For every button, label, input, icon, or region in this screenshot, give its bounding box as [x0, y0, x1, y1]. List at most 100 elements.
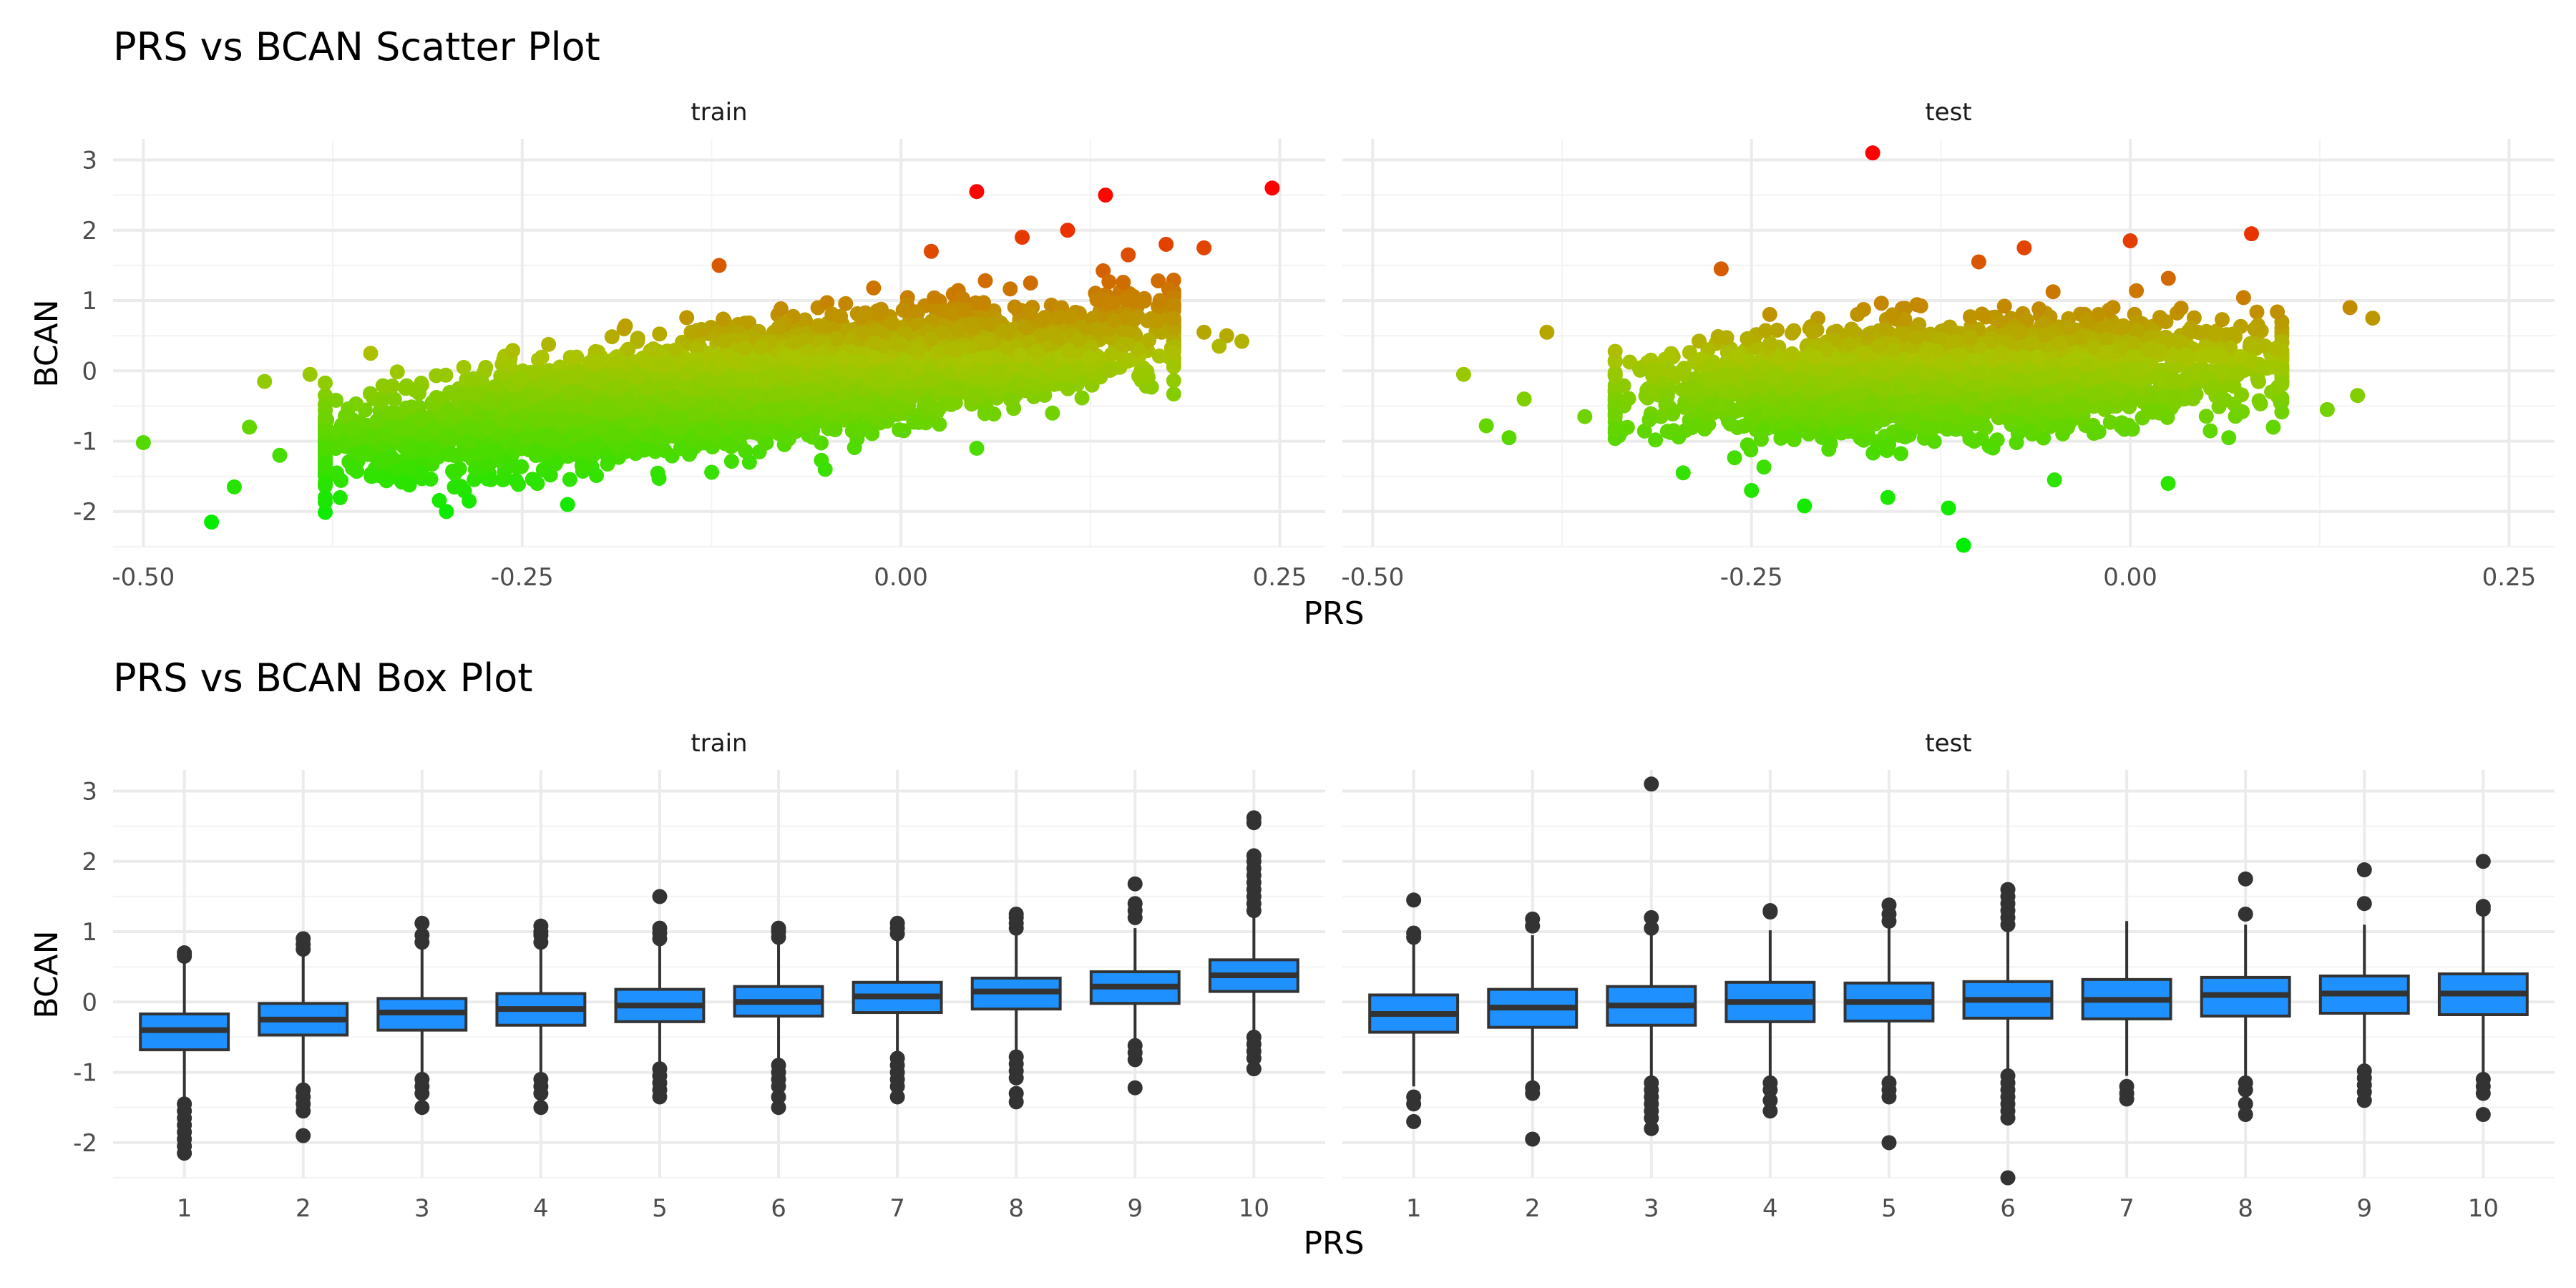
facet-strip-label: train	[691, 98, 747, 127]
scatter-gridlines	[113, 139, 1325, 548]
scatter-point	[1166, 345, 1181, 361]
scatter-point	[1050, 310, 1066, 325]
scatter-point	[650, 429, 665, 445]
scatter-point	[332, 489, 348, 505]
scatter-point	[530, 442, 546, 458]
scatter-point	[318, 457, 333, 472]
scatter-point	[438, 367, 454, 383]
scatter-point	[652, 326, 668, 342]
scatter-point	[382, 405, 398, 421]
scatter-point	[389, 462, 404, 477]
y-tick-label: 0	[82, 357, 97, 386]
scatter-point	[1012, 348, 1028, 364]
scatter-point	[1023, 275, 1038, 291]
scatter-point	[829, 331, 845, 347]
scatter-point	[834, 350, 850, 366]
scatter-point	[895, 302, 911, 318]
scatter-point	[995, 323, 1011, 338]
scatter-axes: train-0.50 -0.25 0.00 0.25-2-10123test-0.50…	[73, 98, 2555, 592]
scatter-point	[535, 462, 551, 477]
scatter-point	[827, 422, 843, 438]
scatter-point	[887, 397, 902, 413]
scatter-point	[505, 343, 521, 358]
scatter-point	[465, 385, 481, 401]
scatter-point	[318, 409, 333, 425]
scatter-point	[773, 301, 789, 316]
scatter-point	[819, 295, 835, 311]
scatter-point	[1103, 347, 1119, 363]
scatter-point	[1126, 312, 1142, 328]
scatter-point	[512, 394, 528, 409]
scatter-point	[838, 296, 854, 311]
scatter-point	[318, 440, 333, 456]
scatter-point	[489, 379, 504, 394]
scatter-point	[651, 471, 667, 486]
scatter-point	[389, 364, 405, 380]
scatter-point	[318, 375, 333, 391]
scatter-point	[679, 310, 695, 326]
scatter-point	[514, 459, 530, 474]
scatter-point	[386, 391, 402, 407]
scatter-point	[483, 472, 499, 487]
scatter-point	[780, 429, 796, 444]
scatter-point	[1166, 358, 1181, 374]
scatter-point	[1151, 273, 1166, 288]
y-tick-label: 2	[82, 217, 97, 245]
scatter-point	[1102, 363, 1118, 378]
scatter-point	[431, 492, 447, 508]
scatter-point	[976, 295, 991, 311]
scatter-point	[458, 399, 474, 415]
scatter-point	[574, 458, 590, 474]
scatter-point	[534, 349, 550, 365]
scatter-point	[1115, 336, 1131, 352]
scatter-y-axis-title: BCAN	[29, 299, 65, 387]
scatter-point	[668, 342, 683, 358]
scatter-point	[866, 280, 882, 296]
scatter-point	[541, 336, 557, 352]
scatter-point	[892, 422, 907, 438]
y-tick-label: -2	[73, 498, 97, 527]
scatter-point	[748, 386, 764, 402]
scatter-point	[364, 469, 379, 484]
scatter-point	[318, 504, 333, 520]
scatter-point	[562, 472, 577, 487]
scatter-point	[1166, 373, 1181, 389]
scatter-point	[375, 378, 391, 394]
scatter-point	[1116, 275, 1131, 290]
scatter-point	[455, 421, 471, 436]
scatter-point	[1136, 293, 1152, 309]
scatter-point	[836, 409, 852, 424]
scatter-point	[1003, 392, 1019, 408]
scatter-point	[527, 389, 542, 404]
scatter-point	[329, 465, 345, 481]
scatter-point	[379, 473, 394, 489]
scatter-point	[402, 459, 418, 475]
scatter-point	[689, 341, 705, 356]
scatter-point	[723, 454, 739, 469]
scatter-point	[480, 394, 496, 410]
scatter-point	[569, 349, 585, 365]
scatter-point	[844, 423, 860, 439]
x-tick-label: 0.00	[874, 563, 928, 592]
scatter-point	[884, 316, 900, 331]
scatter-point	[935, 325, 950, 340]
scatter-point	[345, 460, 361, 476]
scatter-point	[399, 421, 414, 437]
scatter-point	[945, 306, 960, 322]
scatter-point	[719, 435, 735, 451]
scatter-title: PRS vs BCAN Scatter Plot	[113, 24, 600, 69]
scatter-point	[847, 440, 862, 455]
scatter-point	[741, 423, 756, 438]
scatter-point	[1089, 321, 1105, 337]
scatter-point	[1120, 353, 1136, 369]
scatter-point	[1081, 349, 1097, 365]
scatter-point	[984, 316, 1000, 332]
scatter-point	[927, 290, 942, 306]
scatter-point	[1101, 274, 1117, 290]
scatter-point	[394, 474, 410, 490]
scatter-point	[977, 273, 993, 288]
scatter-point	[1063, 309, 1078, 325]
scatter-point	[604, 329, 620, 345]
scatter-point	[1166, 386, 1181, 402]
